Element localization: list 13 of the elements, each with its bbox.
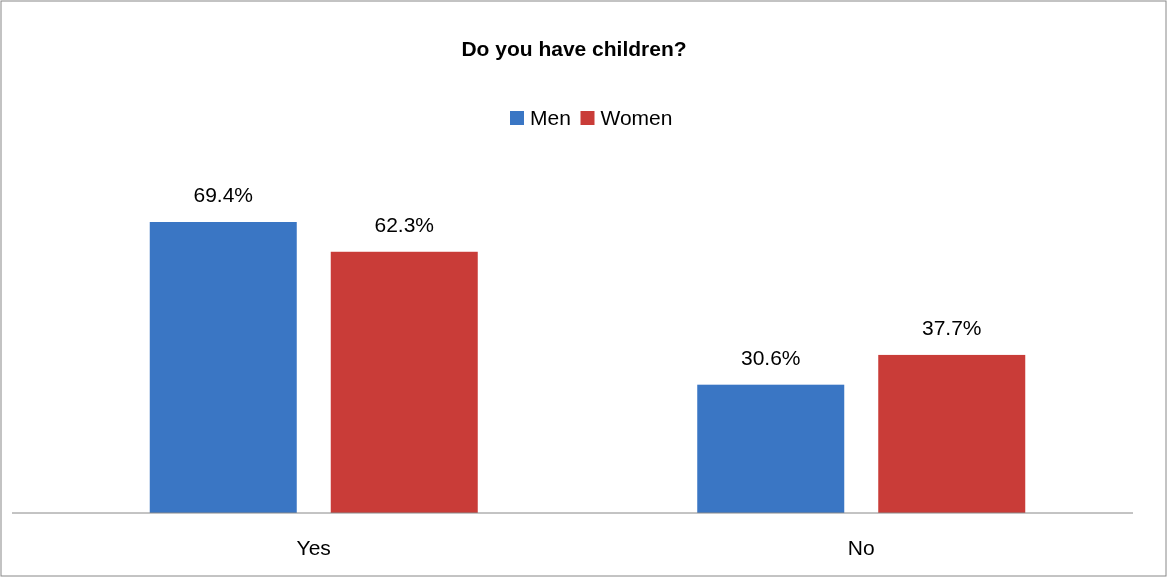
data-label: 62.3% [374,212,435,236]
x-tick-label: Yes [296,536,331,559]
chart-title: Do you have children? [461,37,687,60]
bar [149,222,297,513]
legend-label: Women [600,106,673,129]
data-label: 69.4% [193,183,254,206]
bar [697,384,845,513]
data-label: 30.6% [740,345,801,369]
legend-label: Men [530,106,571,129]
bar [330,251,478,513]
x-tick-label: No [847,536,875,559]
bar [878,354,1026,513]
data-label: 37.7% [921,315,982,339]
